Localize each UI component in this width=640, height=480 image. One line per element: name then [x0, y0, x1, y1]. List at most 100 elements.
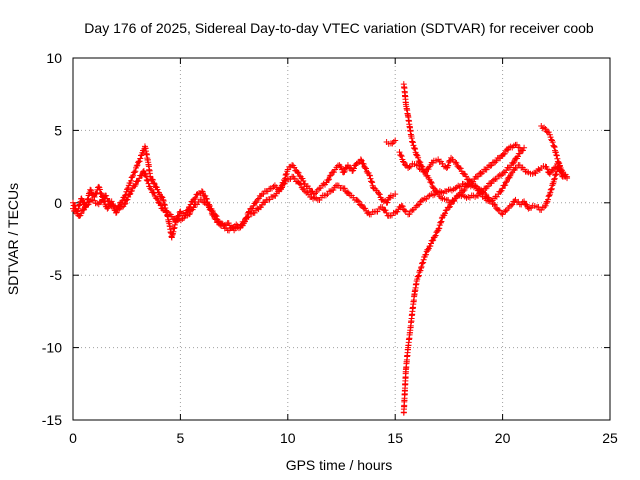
data-point — [488, 198, 495, 205]
data-point — [147, 185, 154, 192]
data-point — [347, 164, 354, 171]
grid — [73, 58, 610, 420]
data-point — [475, 173, 482, 180]
data-point — [105, 197, 112, 204]
data-point — [430, 185, 437, 192]
data-point — [124, 196, 131, 203]
data-point — [242, 215, 249, 222]
plot-frame — [72, 57, 611, 421]
data-point — [366, 172, 373, 179]
data-point — [478, 186, 485, 193]
data-point — [153, 195, 160, 202]
data-point — [491, 176, 498, 183]
data-point — [488, 162, 495, 169]
data-point — [149, 176, 156, 183]
x-tick-label: 10 — [280, 430, 296, 446]
data-point — [125, 193, 132, 200]
data-point — [509, 201, 516, 208]
data-point — [132, 168, 139, 175]
data-point — [330, 169, 337, 176]
data-point — [97, 189, 104, 196]
data-point — [264, 188, 271, 195]
data-point — [357, 156, 364, 163]
y-tick-label: 0 — [54, 195, 62, 211]
data-point — [294, 169, 301, 176]
data-point — [455, 182, 462, 189]
data-point — [70, 199, 76, 206]
data-point — [520, 147, 527, 154]
data-point — [320, 180, 327, 187]
data-point — [513, 141, 520, 148]
data-point — [199, 188, 206, 195]
data-point — [493, 175, 500, 182]
data-point — [430, 237, 437, 244]
data-point — [354, 159, 361, 166]
series-spike-branch — [538, 123, 571, 180]
data-point — [201, 199, 208, 206]
data-point — [121, 201, 128, 208]
data-point — [75, 202, 82, 209]
data-point — [418, 263, 425, 270]
data-point — [133, 162, 140, 169]
y-tick-label: -10 — [42, 340, 62, 356]
data-point — [445, 159, 452, 166]
data-point — [362, 165, 369, 172]
data-point — [487, 162, 494, 169]
data-point — [452, 159, 459, 166]
data-point — [398, 202, 405, 209]
data-point — [503, 179, 510, 186]
data-point — [92, 190, 99, 197]
data-point — [106, 198, 113, 205]
data-point — [119, 197, 126, 204]
data-point — [390, 138, 397, 145]
data-point — [254, 205, 261, 212]
data-point — [122, 197, 129, 204]
data-point — [192, 194, 199, 201]
data-point — [376, 191, 383, 198]
data-point — [291, 175, 298, 182]
data-point — [212, 216, 219, 223]
data-point — [341, 185, 348, 192]
data-point — [150, 180, 157, 187]
data-point — [554, 155, 561, 162]
data-point — [437, 219, 444, 226]
data-point — [508, 202, 515, 209]
data-point — [442, 210, 449, 217]
data-point — [549, 137, 556, 144]
data-point — [516, 144, 523, 151]
data-point — [470, 184, 477, 191]
data-point — [327, 188, 334, 195]
data-point — [128, 187, 135, 194]
data-point — [144, 177, 151, 184]
data-point — [449, 156, 456, 163]
data-point — [399, 203, 406, 210]
data-point — [129, 173, 136, 180]
data-point — [300, 177, 307, 184]
data-point — [134, 162, 141, 169]
data-point — [233, 221, 240, 228]
data-point — [494, 206, 501, 213]
data-point — [549, 139, 556, 146]
data-point — [430, 184, 437, 191]
data-point — [284, 166, 291, 173]
data-point — [438, 218, 445, 225]
data-point — [501, 150, 508, 157]
data-point — [401, 207, 408, 214]
data-point — [380, 198, 387, 205]
data-point — [413, 152, 420, 159]
data-point — [452, 185, 459, 192]
data-point — [382, 207, 389, 214]
data-point — [553, 152, 560, 159]
x-tick-label: 20 — [495, 430, 511, 446]
data-point — [185, 211, 192, 218]
data-point — [150, 189, 157, 196]
data-point — [417, 159, 424, 166]
data-point — [88, 187, 95, 194]
data-point — [360, 160, 367, 167]
data-point — [492, 159, 499, 166]
data-point — [551, 176, 558, 183]
data-point — [443, 165, 450, 172]
data-point — [327, 172, 334, 179]
data-point — [317, 185, 324, 192]
data-point — [126, 191, 133, 198]
